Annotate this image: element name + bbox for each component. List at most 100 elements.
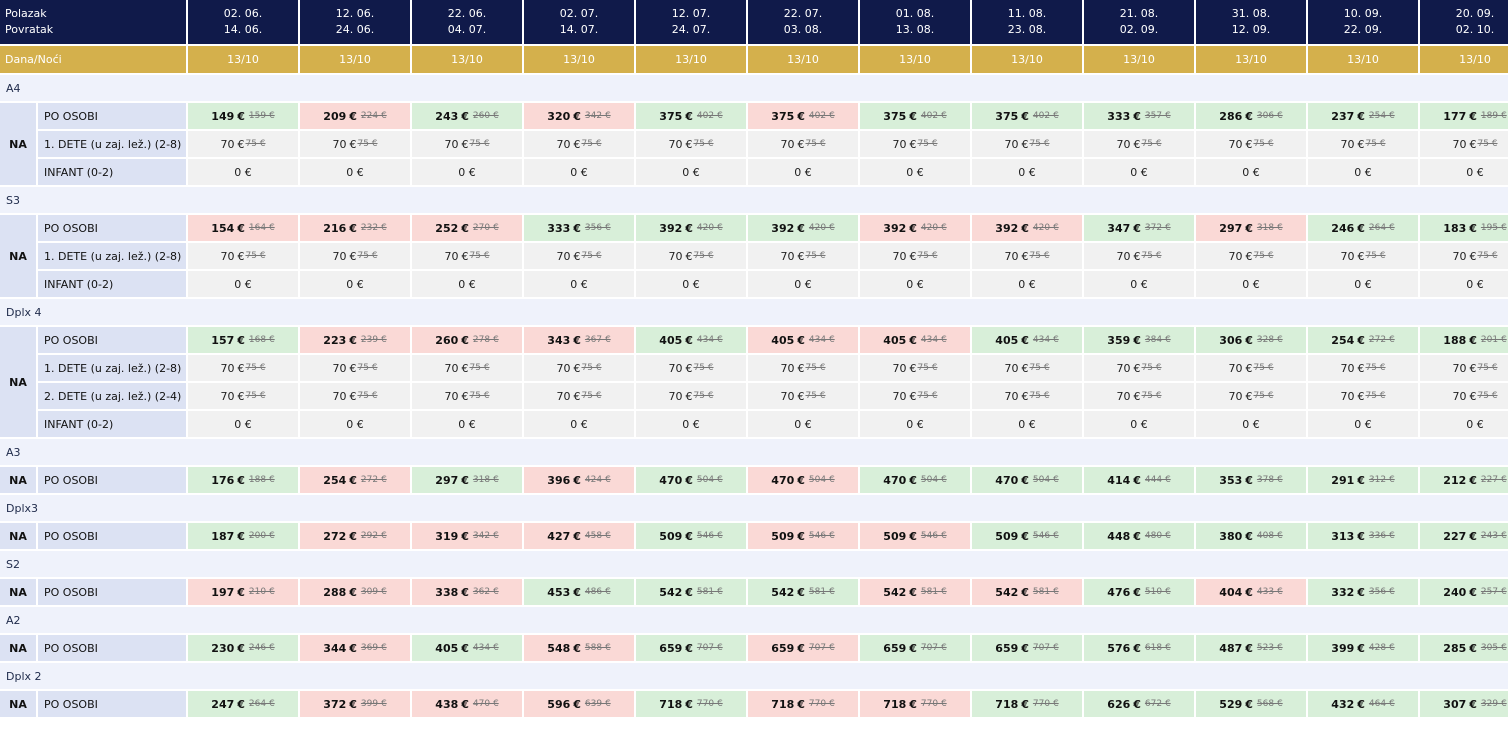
price-cell[interactable]: 176 €188 €: [188, 467, 298, 493]
price-cell[interactable]: 0 €: [636, 271, 746, 297]
price-cell[interactable]: 70 €75 €: [412, 383, 522, 409]
price-cell[interactable]: 291 €312 €: [1308, 467, 1418, 493]
price-cell[interactable]: 209 €224 €: [300, 103, 410, 129]
price-cell[interactable]: 237 €254 €: [1308, 103, 1418, 129]
price-cell[interactable]: 313 €336 €: [1308, 523, 1418, 549]
price-cell[interactable]: 70 €75 €: [860, 131, 970, 157]
price-cell[interactable]: 0 €: [188, 411, 298, 437]
price-cell[interactable]: 70 €75 €: [412, 243, 522, 269]
price-cell[interactable]: 0 €: [860, 411, 970, 437]
price-cell[interactable]: 319 €342 €: [412, 523, 522, 549]
price-cell[interactable]: 183 €195 €: [1420, 215, 1508, 241]
price-cell[interactable]: 470 €504 €: [636, 467, 746, 493]
price-cell[interactable]: 306 €328 €: [1196, 327, 1306, 353]
price-cell[interactable]: 70 €75 €: [860, 243, 970, 269]
price-cell[interactable]: 70 €75 €: [1308, 355, 1418, 381]
price-cell[interactable]: 70 €75 €: [1084, 355, 1194, 381]
price-cell[interactable]: 285 €305 €: [1420, 635, 1508, 661]
price-cell[interactable]: 227 €243 €: [1420, 523, 1508, 549]
price-cell[interactable]: 0 €: [300, 159, 410, 185]
price-cell[interactable]: 626 €672 €: [1084, 691, 1194, 717]
price-cell[interactable]: 0 €: [1420, 159, 1508, 185]
price-cell[interactable]: 359 €384 €: [1084, 327, 1194, 353]
price-cell[interactable]: 405 €434 €: [860, 327, 970, 353]
price-cell[interactable]: 254 €272 €: [300, 467, 410, 493]
price-cell[interactable]: 70 €75 €: [1196, 131, 1306, 157]
price-cell[interactable]: 392 €420 €: [860, 215, 970, 241]
price-cell[interactable]: 70 €75 €: [1308, 383, 1418, 409]
price-cell[interactable]: 70 €75 €: [1084, 383, 1194, 409]
price-cell[interactable]: 70 €75 €: [636, 383, 746, 409]
price-cell[interactable]: 659 €707 €: [636, 635, 746, 661]
price-cell[interactable]: 0 €: [972, 271, 1082, 297]
price-cell[interactable]: 0 €: [1308, 411, 1418, 437]
price-cell[interactable]: 70 €75 €: [972, 131, 1082, 157]
price-cell[interactable]: 476 €510 €: [1084, 579, 1194, 605]
price-cell[interactable]: 0 €: [300, 411, 410, 437]
price-cell[interactable]: 396 €424 €: [524, 467, 634, 493]
price-cell[interactable]: 212 €227 €: [1420, 467, 1508, 493]
price-cell[interactable]: 70 €75 €: [748, 383, 858, 409]
price-cell[interactable]: 70 €75 €: [188, 131, 298, 157]
price-cell[interactable]: 470 €504 €: [748, 467, 858, 493]
price-cell[interactable]: 70 €75 €: [748, 131, 858, 157]
price-cell[interactable]: 375 €402 €: [748, 103, 858, 129]
period-header[interactable]: 12. 06. 24. 06.: [300, 0, 410, 44]
price-cell[interactable]: 405 €434 €: [748, 327, 858, 353]
price-cell[interactable]: 223 €239 €: [300, 327, 410, 353]
period-header[interactable]: 20. 09. 02. 10.: [1420, 0, 1508, 44]
price-cell[interactable]: 0 €: [524, 411, 634, 437]
price-cell[interactable]: 548 €588 €: [524, 635, 634, 661]
price-cell[interactable]: 372 €399 €: [300, 691, 410, 717]
price-cell[interactable]: 70 €75 €: [524, 355, 634, 381]
price-cell[interactable]: 0 €: [1084, 411, 1194, 437]
price-cell[interactable]: 0 €: [1084, 159, 1194, 185]
price-cell[interactable]: 70 €75 €: [1196, 383, 1306, 409]
price-cell[interactable]: 332 €356 €: [1308, 579, 1418, 605]
price-cell[interactable]: 70 €75 €: [1308, 243, 1418, 269]
price-cell[interactable]: 542 €581 €: [636, 579, 746, 605]
price-cell[interactable]: 509 €546 €: [636, 523, 746, 549]
price-cell[interactable]: 448 €480 €: [1084, 523, 1194, 549]
price-cell[interactable]: 344 €369 €: [300, 635, 410, 661]
price-cell[interactable]: 487 €523 €: [1196, 635, 1306, 661]
price-cell[interactable]: 718 €770 €: [748, 691, 858, 717]
price-cell[interactable]: 333 €357 €: [1084, 103, 1194, 129]
price-cell[interactable]: 260 €278 €: [412, 327, 522, 353]
price-cell[interactable]: 70 €75 €: [524, 131, 634, 157]
price-cell[interactable]: 509 €546 €: [748, 523, 858, 549]
price-cell[interactable]: 230 €246 €: [188, 635, 298, 661]
period-header[interactable]: 02. 07. 14. 07.: [524, 0, 634, 44]
price-cell[interactable]: 70 €75 €: [300, 131, 410, 157]
price-cell[interactable]: 392 €420 €: [972, 215, 1082, 241]
price-cell[interactable]: 718 €770 €: [636, 691, 746, 717]
price-cell[interactable]: 392 €420 €: [748, 215, 858, 241]
price-cell[interactable]: 0 €: [1196, 271, 1306, 297]
period-header[interactable]: 10. 09. 22. 09.: [1308, 0, 1418, 44]
price-cell[interactable]: 0 €: [412, 159, 522, 185]
price-cell[interactable]: 187 €200 €: [188, 523, 298, 549]
price-cell[interactable]: 70 €75 €: [1196, 355, 1306, 381]
price-cell[interactable]: 70 €75 €: [860, 355, 970, 381]
price-cell[interactable]: 427 €458 €: [524, 523, 634, 549]
price-cell[interactable]: 70 €75 €: [1420, 131, 1508, 157]
price-cell[interactable]: 542 €581 €: [972, 579, 1082, 605]
price-cell[interactable]: 216 €232 €: [300, 215, 410, 241]
price-cell[interactable]: 659 €707 €: [972, 635, 1082, 661]
price-cell[interactable]: 70 €75 €: [972, 355, 1082, 381]
price-cell[interactable]: 0 €: [748, 411, 858, 437]
price-cell[interactable]: 0 €: [524, 271, 634, 297]
price-cell[interactable]: 0 €: [972, 411, 1082, 437]
price-cell[interactable]: 70 €75 €: [524, 243, 634, 269]
price-cell[interactable]: 247 €264 €: [188, 691, 298, 717]
price-cell[interactable]: 70 €75 €: [1308, 131, 1418, 157]
price-cell[interactable]: 320 €342 €: [524, 103, 634, 129]
price-cell[interactable]: 399 €428 €: [1308, 635, 1418, 661]
price-cell[interactable]: 0 €: [860, 159, 970, 185]
price-cell[interactable]: 0 €: [636, 411, 746, 437]
price-cell[interactable]: 0 €: [300, 271, 410, 297]
price-cell[interactable]: 0 €: [1420, 271, 1508, 297]
price-cell[interactable]: 509 €546 €: [972, 523, 1082, 549]
price-cell[interactable]: 70 €75 €: [524, 383, 634, 409]
price-cell[interactable]: 70 €75 €: [1196, 243, 1306, 269]
